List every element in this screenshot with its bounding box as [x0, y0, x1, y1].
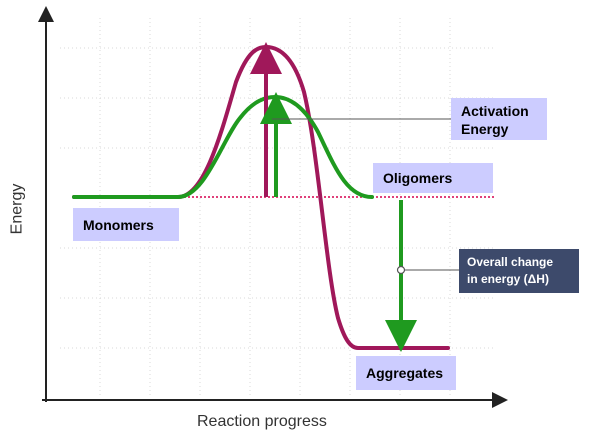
oligomers-label: Oligomers	[373, 163, 493, 193]
overall-change-line2: in energy (ΔH)	[467, 272, 549, 286]
low-barrier-curve	[72, 95, 374, 199]
monomers-text: Monomers	[83, 217, 154, 233]
activation-energy-line2: Energy	[461, 121, 509, 137]
overall-change-line1: Overall change	[467, 255, 554, 269]
overall-change-marker	[396, 265, 406, 275]
activation-energy-label: Activation Energy	[451, 98, 547, 140]
aggregates-label: Aggregates	[356, 356, 456, 390]
x-axis-label: Reaction progress	[197, 413, 327, 430]
oligomers-text: Oligomers	[383, 170, 453, 186]
overall-change-label: Overall change in energy (ΔH)	[459, 249, 579, 293]
monomers-label: Monomers	[73, 208, 179, 241]
high-barrier-curve	[72, 45, 450, 350]
activation-energy-line1: Activation	[461, 103, 529, 119]
y-axis-label: Energy	[8, 183, 26, 235]
aggregates-text: Aggregates	[366, 365, 444, 381]
